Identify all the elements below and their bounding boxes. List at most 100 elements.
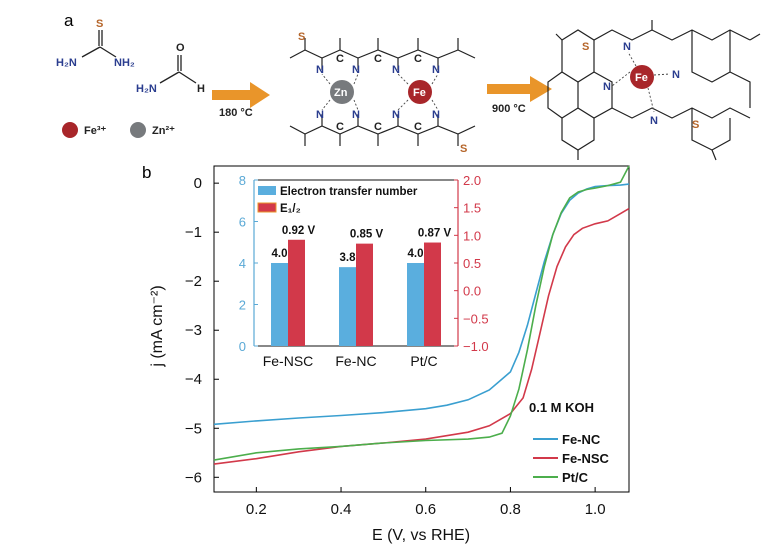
zn-center bbox=[330, 80, 354, 104]
cation-legend: Fe³⁺ Zn²⁺ bbox=[62, 122, 175, 138]
step1-temperature: 180 °C bbox=[219, 107, 253, 119]
polymer-sulfur-top: S bbox=[298, 31, 305, 43]
polymer-n-7: N bbox=[392, 109, 400, 121]
main-legend: Fe-NC Fe-NSC Pt/C bbox=[533, 432, 610, 485]
product-n-4: N bbox=[650, 115, 658, 127]
polymer-n-2: N bbox=[352, 64, 360, 76]
bar-label-e-half: 0.92 V bbox=[282, 225, 316, 237]
thiourea-structure: S H₂N NH₂ bbox=[56, 18, 135, 69]
inset-bar-chart: 0 2 4 6 8 2.0 1.5 1.0 0.5 0.0 −0.5 −1.0 4.0 0.92 V Fe… bbox=[239, 173, 489, 369]
panel-b: b 0.2 0.4 0.6 0.8 1.0 0 −1 −2 −3 −4 −5 −6 E (V, vs … bbox=[142, 163, 630, 544]
polymer-c-2: C bbox=[374, 53, 382, 65]
fe-nsc-product-structure bbox=[547, 20, 761, 161]
inset-category-label: Fe-NC bbox=[335, 353, 376, 369]
inset-category-label: Pt/C bbox=[410, 353, 437, 369]
inset-right-tick-label: 0.0 bbox=[463, 284, 481, 299]
product-fe-center bbox=[630, 65, 654, 89]
polymer-metal-centers: Zn Fe bbox=[321, 73, 439, 111]
inset-legend-label-electrons: Electron transfer number bbox=[280, 186, 418, 198]
product-fe-label: Fe bbox=[635, 72, 648, 84]
fe-center bbox=[408, 80, 432, 104]
thiourea-amine-right: NH₂ bbox=[114, 57, 135, 69]
polymer-n-3: N bbox=[392, 64, 400, 76]
polymer-c-3: C bbox=[336, 121, 344, 133]
formamide-hydrogen: H bbox=[197, 83, 205, 95]
product-n-1: N bbox=[623, 41, 631, 53]
y-tick-label: −4 bbox=[185, 371, 202, 388]
zn-fe-polymer-network bbox=[289, 38, 476, 146]
polymer-c-6: C bbox=[414, 121, 422, 133]
panel-a: a S H₂N NH₂ O H₂N H Fe³⁺ Zn²⁺ bbox=[56, 11, 761, 161]
reaction-arrow-900: 900 °C bbox=[487, 76, 552, 115]
main-plot-frame bbox=[213, 165, 630, 493]
y-tick-label: 0 bbox=[194, 175, 202, 192]
main-axis-ticks: 0.2 0.4 0.6 0.8 1.0 0 −1 −2 −3 −4 −5 −6 bbox=[185, 175, 606, 518]
bar-label-electron-transfer: 3.8 bbox=[340, 252, 357, 264]
product-atom-labels: S S N N N N Fe bbox=[582, 41, 699, 131]
polymer-n-4: N bbox=[432, 64, 440, 76]
inset-legend-swatch-electrons bbox=[258, 186, 276, 195]
product-sulfur-top: S bbox=[582, 41, 589, 53]
zn-ion-label: Zn²⁺ bbox=[152, 125, 175, 137]
x-tick-label: 1.0 bbox=[585, 501, 606, 518]
y-tick-label: −3 bbox=[185, 322, 202, 339]
bar-label-electron-transfer: 4.0 bbox=[272, 248, 288, 260]
main-plot-series bbox=[213, 165, 630, 465]
inset-left-tick-label: 6 bbox=[239, 215, 246, 230]
fe-center-label: Fe bbox=[413, 87, 426, 99]
panel-a-label: a bbox=[64, 11, 74, 30]
fe-ion-label: Fe³⁺ bbox=[84, 125, 107, 137]
series-pt-c bbox=[213, 165, 630, 461]
inset-right-tick-label: −1.0 bbox=[463, 339, 489, 354]
legend-label-fe-nc: Fe-NC bbox=[562, 432, 601, 447]
panel-b-label: b bbox=[142, 163, 151, 182]
inset-left-tick-label: 2 bbox=[239, 298, 246, 313]
bar-electron-transfer bbox=[407, 263, 424, 346]
thiourea-amine-left: H₂N bbox=[56, 57, 77, 69]
step2-temperature: 900 °C bbox=[492, 103, 526, 115]
inset-right-tick-label: 1.0 bbox=[463, 228, 481, 243]
inset-right-tick-label: 1.5 bbox=[463, 201, 481, 216]
polymer-atom-labels: S S N N N N N N N N C C C C C C bbox=[298, 31, 467, 155]
zn-ion-dot bbox=[130, 122, 146, 138]
polymer-sulfur-bottom: S bbox=[460, 143, 467, 155]
y-tick-label: −6 bbox=[185, 469, 202, 486]
y-tick-label: −2 bbox=[185, 273, 202, 290]
inset-legend-label-e-half: E₁/₂ bbox=[280, 203, 301, 215]
reaction-arrow-180: 180 °C bbox=[212, 82, 270, 119]
inset-bars: 4.0 0.92 V Fe-NSC 3.8 0.85 V Fe-NC 4.0 0.87 V Pt… bbox=[263, 225, 452, 369]
x-tick-label: 0.2 bbox=[246, 501, 267, 518]
bar-label-electron-transfer: 4.0 bbox=[408, 248, 424, 260]
fe-ion-dot bbox=[62, 122, 78, 138]
bar-e-half bbox=[356, 243, 373, 346]
polymer-c-1: C bbox=[336, 53, 344, 65]
formamide-structure: O H₂N H bbox=[136, 42, 205, 95]
polymer-n-1: N bbox=[316, 64, 324, 76]
inset-right-tick-label: −0.5 bbox=[463, 311, 489, 326]
bar-e-half bbox=[424, 242, 441, 346]
y-tick-label: −1 bbox=[185, 224, 202, 241]
zn-center-label: Zn bbox=[334, 87, 348, 99]
x-tick-label: 0.6 bbox=[415, 501, 436, 518]
product-sulfur-bottom: S bbox=[692, 119, 699, 131]
polymer-c-4: C bbox=[374, 121, 382, 133]
inset-legend-swatch-e-half bbox=[257, 202, 277, 213]
y-tick-label: −5 bbox=[185, 420, 202, 437]
inset-left-tick-label: 0 bbox=[239, 339, 246, 354]
polymer-n-8: N bbox=[432, 109, 440, 121]
inset-axis-ticks: 0 2 4 6 8 2.0 1.5 1.0 0.5 0.0 −0.5 −1.0 bbox=[239, 173, 489, 354]
inset-left-tick-label: 8 bbox=[239, 173, 246, 188]
formamide-oxygen: O bbox=[176, 42, 185, 54]
bar-label-e-half: 0.87 V bbox=[418, 228, 452, 240]
x-tick-label: 0.8 bbox=[500, 501, 521, 518]
legend-label-pt-c: Pt/C bbox=[562, 470, 589, 485]
bar-label-e-half: 0.85 V bbox=[350, 229, 384, 241]
bar-e-half bbox=[288, 239, 305, 346]
product-n-3: N bbox=[672, 69, 680, 81]
main-x-axis-title: E (V, vs RHE) bbox=[372, 527, 470, 544]
inset-left-tick-label: 4 bbox=[239, 256, 246, 271]
polymer-n-5: N bbox=[316, 109, 324, 121]
inset-legend: Electron transfer number E₁/₂ bbox=[257, 186, 418, 215]
polymer-c-5: C bbox=[414, 53, 422, 65]
